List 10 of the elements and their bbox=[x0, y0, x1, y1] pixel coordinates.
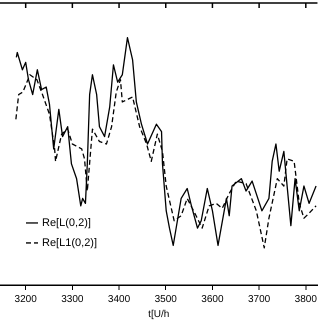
x-tick-label: 3500 bbox=[154, 294, 178, 305]
legend-label: Re[L(0,2)] bbox=[42, 216, 91, 229]
x-tick-label: 3200 bbox=[14, 294, 38, 305]
x-axis-title: t[U/h bbox=[148, 308, 170, 320]
x-tick-label: 3700 bbox=[248, 294, 271, 305]
x-tick-label: 3600 bbox=[201, 294, 224, 305]
x-tick-label: 3400 bbox=[108, 294, 131, 305]
x-tick-label: 3800 bbox=[294, 294, 318, 305]
legend-label: Re[L1(0,2)] bbox=[42, 236, 98, 249]
x-tick-label: 3300 bbox=[61, 294, 84, 305]
